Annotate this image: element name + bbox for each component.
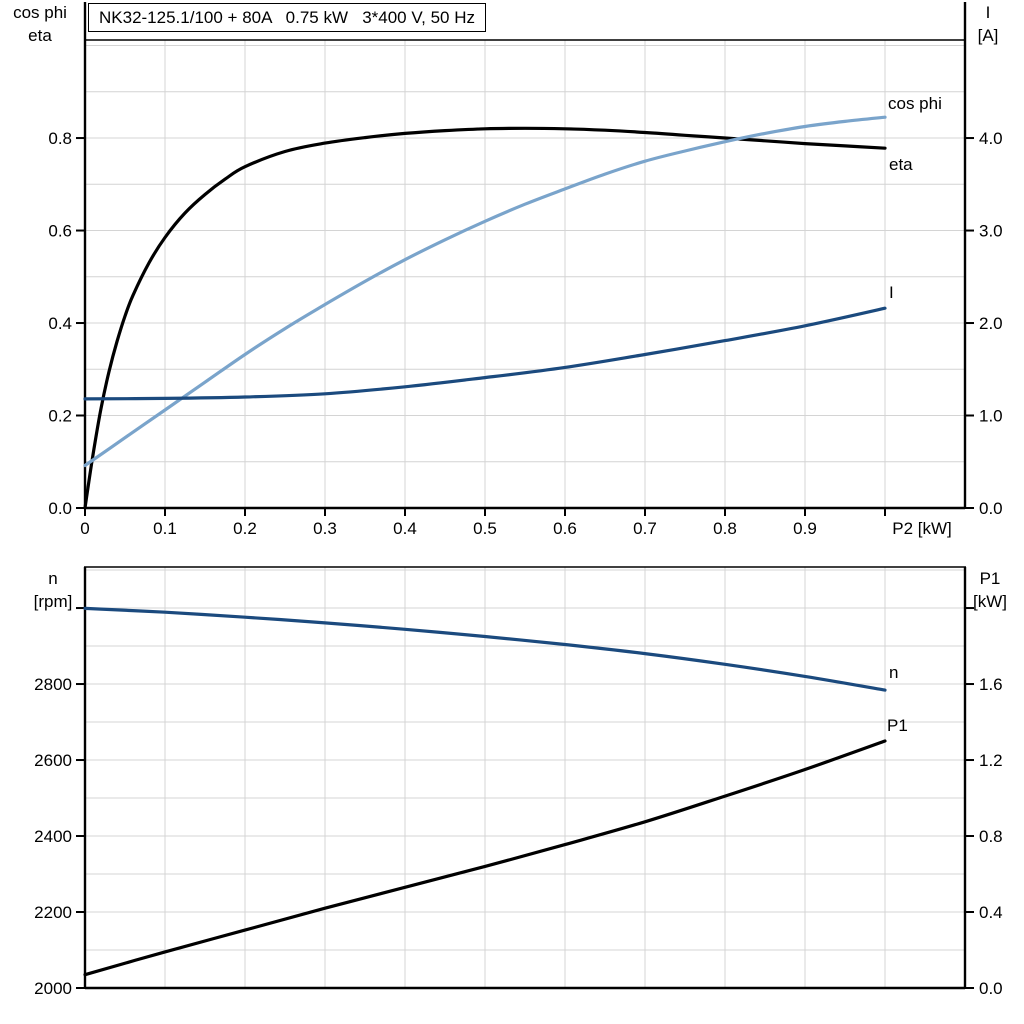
y-right-axis-label-line2: [A] xyxy=(977,26,999,45)
y-right-tick-label: 2.0 xyxy=(979,314,1003,333)
top-right-axis-unit: I [A] xyxy=(951,1,1024,47)
y-right-tick-label: 4.0 xyxy=(979,129,1003,148)
ticks: 2800 2600 2400 2200 2000 1.6 1.2 0.8 0.4 0.0 xyxy=(34,607,1003,998)
series-p1 xyxy=(83,739,887,977)
series-label-eta: eta xyxy=(889,155,913,174)
x-tick-label: 0.1 xyxy=(153,519,177,538)
y-right-tick-label: 1.2 xyxy=(979,751,1003,770)
gridlines xyxy=(85,567,965,988)
x-tick-label: 0.2 xyxy=(233,519,257,538)
series-eta xyxy=(83,126,887,510)
series-label-p1: P1 xyxy=(887,716,908,735)
y-right-tick-label: 0.0 xyxy=(979,499,1003,518)
y-left-tick-label: 0.6 xyxy=(48,222,72,241)
x-axis-unit-label: P2 [kW] xyxy=(892,519,952,538)
p1-axis-label-line1: P1 xyxy=(979,569,1001,588)
title-box: NK32-125.1/100 + 80A 0.75 kW 3*400 V, 50… xyxy=(88,3,486,32)
y-left-tick-label: 0.0 xyxy=(48,499,72,518)
top-left-axis-unit: cos phi eta xyxy=(3,1,77,47)
y-left-tick-label: 2000 xyxy=(34,979,72,998)
x-tick-label: 0.4 xyxy=(393,519,417,538)
y-right-tick-label: 1.0 xyxy=(979,407,1003,426)
p1-axis-label-line2: [kW] xyxy=(973,592,1007,611)
axes xyxy=(83,566,967,990)
bottom-chart-mechanical: 2800 2600 2400 2200 2000 1.6 1.2 0.8 0.4 0.0 n P1 xyxy=(34,566,1003,998)
y-left-tick-label: 2800 xyxy=(34,675,72,694)
bottom-left-axis-unit: n [rpm] xyxy=(16,567,90,613)
y-left-tick-label: 2200 xyxy=(34,903,72,922)
y-left-tick-label: 0.8 xyxy=(48,129,72,148)
top-chart-electrical: 0.0 0.2 0.4 0.6 0.8 0.0 1.0 2.0 3.0 4.0 0 0.1 0.2 0.3… xyxy=(48,2,1003,538)
n-axis-label-line1: n xyxy=(48,569,58,588)
series-i xyxy=(83,306,887,401)
n-axis-label-line2: [rpm] xyxy=(33,592,73,611)
y-right-tick-label: 0.0 xyxy=(979,979,1003,998)
x-tick-label: 0.9 xyxy=(793,519,817,538)
series-label-i: I xyxy=(889,283,894,302)
x-tick-label: 0.6 xyxy=(553,519,577,538)
y-left-axis-label-line2: eta xyxy=(28,26,52,45)
bottom-right-axis-unit: P1 [kW] xyxy=(953,567,1024,613)
y-left-tick-label: 0.2 xyxy=(48,407,72,426)
y-right-axis-label-line1: I xyxy=(985,3,991,22)
y-left-tick-label: 2400 xyxy=(34,827,72,846)
gridlines xyxy=(85,40,965,508)
series-n xyxy=(83,606,887,692)
x-tick-label: 0.7 xyxy=(633,519,657,538)
series-label-n: n xyxy=(889,663,898,682)
series-cos-phi xyxy=(83,115,887,468)
x-tick-label: 0 xyxy=(80,519,89,538)
y-right-tick-label: 3.0 xyxy=(979,222,1003,241)
y-right-tick-label: 0.8 xyxy=(979,827,1003,846)
x-tick-label: 0.5 xyxy=(473,519,497,538)
y-right-tick-label: 1.6 xyxy=(979,675,1003,694)
x-tick-label: 0.3 xyxy=(313,519,337,538)
y-left-axis-label-line1: cos phi xyxy=(13,3,67,22)
series-label-cos-phi: cos phi xyxy=(888,94,942,113)
y-right-tick-label: 0.4 xyxy=(979,903,1003,922)
y-left-tick-label: 2600 xyxy=(34,751,72,770)
x-tick-label: 0.8 xyxy=(713,519,737,538)
y-left-tick-label: 0.4 xyxy=(48,314,72,333)
ticks: 0.0 0.2 0.4 0.6 0.8 0.0 1.0 2.0 3.0 4.0 0 0.1 0.2 0.3… xyxy=(48,129,1002,538)
axes xyxy=(83,2,967,510)
